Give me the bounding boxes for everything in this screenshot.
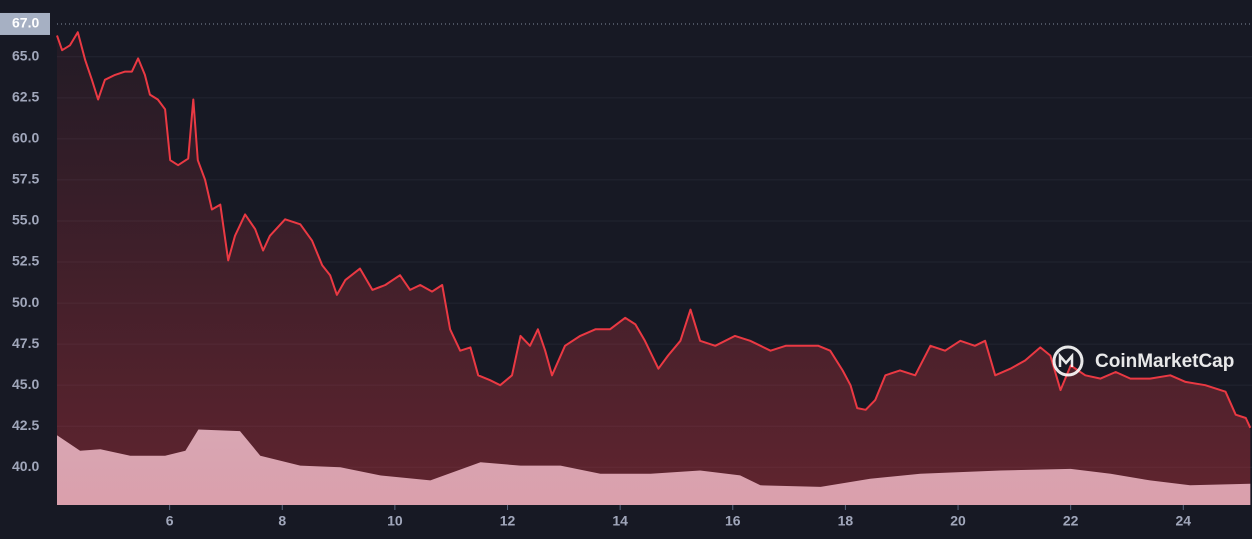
x-tick-label: 18 xyxy=(838,513,854,529)
y-tick-label: 60.0 xyxy=(12,130,39,146)
x-tick-label: 8 xyxy=(278,513,286,529)
plot-layer xyxy=(56,31,1252,505)
y-tick-label: 52.5 xyxy=(12,253,39,269)
y-tick-label: 65.0 xyxy=(12,48,39,64)
price-line xyxy=(56,31,1252,429)
x-tick-label: 16 xyxy=(725,513,741,529)
y-tick-label: 55.0 xyxy=(12,212,39,228)
watermark: CoinMarketCap xyxy=(1052,345,1234,377)
axes: 40.0 42.5 45.0 47.5 50.0 52.5 55.0 57.5 60.0 62.5… xyxy=(0,12,1252,529)
price-marker-label: 67.0 xyxy=(12,15,39,31)
y-tick-label: 50.0 xyxy=(12,294,39,310)
y-tick-label: 45.0 xyxy=(12,376,39,392)
watermark-logo-mark xyxy=(1058,352,1074,367)
watermark-logo xyxy=(1052,345,1084,377)
y-tick-label: 57.5 xyxy=(12,171,39,187)
x-tick-label: 14 xyxy=(612,513,628,529)
x-tick-label: 22 xyxy=(1063,513,1079,529)
x-tick-label: 24 xyxy=(1176,513,1192,529)
watermark-text: CoinMarketCap xyxy=(1095,351,1234,372)
y-tick-label: 47.5 xyxy=(12,335,39,351)
price-marker-box xyxy=(0,12,50,35)
x-tick-label: 10 xyxy=(387,513,403,529)
x-tick-label: 6 xyxy=(166,513,174,529)
y-tick-label: 62.5 xyxy=(12,89,39,105)
y-tick-label: 42.5 xyxy=(12,417,39,433)
y-tick-label: 40.0 xyxy=(12,458,39,474)
x-tick-label: 12 xyxy=(500,513,516,529)
price-area xyxy=(57,32,1251,505)
x-tick-label: 20 xyxy=(950,513,966,529)
